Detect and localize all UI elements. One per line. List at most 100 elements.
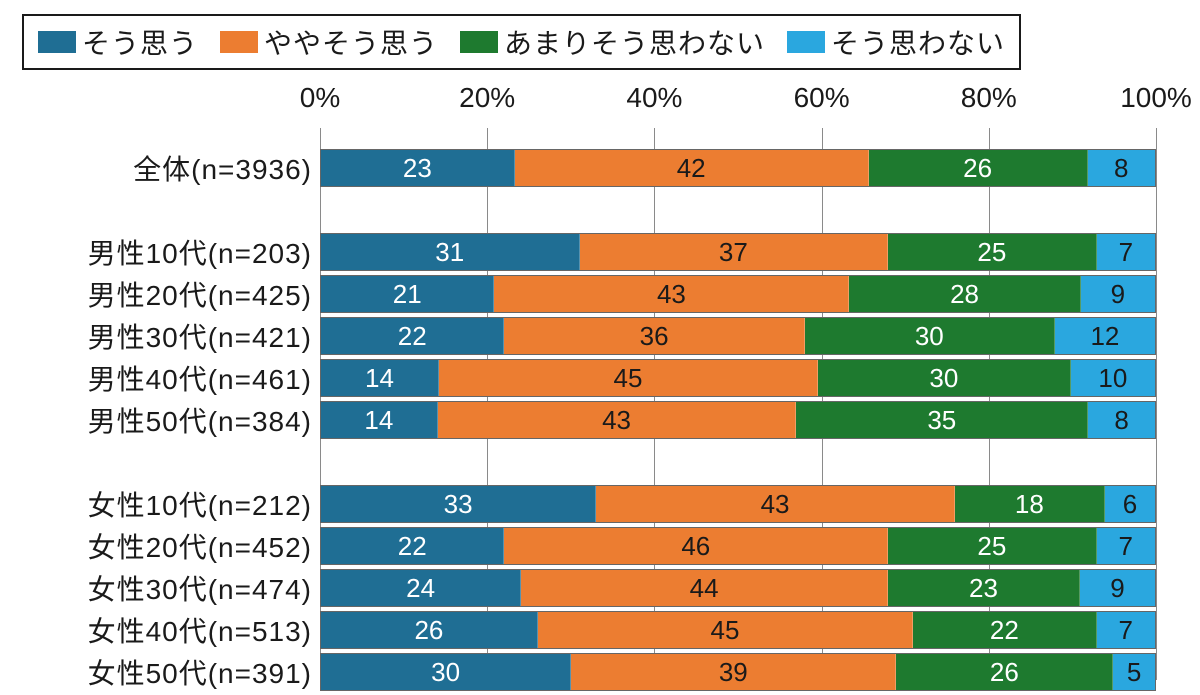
plot-area: 0%20%40%60%80%100% 全体(n=3936)2342268男性10… xyxy=(22,78,1178,688)
chart-row: 男性20代(n=425)2143289 xyxy=(22,274,1156,314)
bar-segment: 10 xyxy=(1071,360,1155,396)
bar-segment: 22 xyxy=(321,528,504,564)
bar-segment: 7 xyxy=(1097,528,1155,564)
stacked-bar-chart: そう思う ややそう思う あまりそう思わない そう思わない 0% 20% 40% 60% 80%… xyxy=(0,0,1200,695)
row-label: 女性10代(n=212) xyxy=(22,484,312,524)
bar-segment: 31 xyxy=(321,234,580,270)
axis-tick-label: 60% xyxy=(794,82,850,114)
bar-segment: 43 xyxy=(494,276,849,312)
bar-segment: 35 xyxy=(796,402,1088,438)
bar-segment: 33 xyxy=(321,486,596,522)
row-label: 男性30代(n=421) xyxy=(22,316,312,356)
bar-segment: 42 xyxy=(515,150,869,186)
row-label: 女性50代(n=391) xyxy=(22,652,312,692)
stacked-bar: 2143289 xyxy=(320,275,1156,313)
chart-row: 女性50代(n=391)3039265 xyxy=(22,652,1156,692)
bar-segment: 23 xyxy=(888,570,1080,606)
legend-swatch xyxy=(220,31,258,53)
row-label: 男性10代(n=203) xyxy=(22,232,312,272)
legend-swatch xyxy=(38,31,76,53)
legend-item: そう思う xyxy=(38,22,198,62)
axis-tick-label: 0% xyxy=(300,82,340,114)
stacked-bar: 2645227 xyxy=(320,611,1156,649)
chart-row: 男性40代(n=461)14453010 xyxy=(22,358,1156,398)
row-label: 男性40代(n=461) xyxy=(22,358,312,398)
chart-row: 女性30代(n=474)2444239 xyxy=(22,568,1156,608)
stacked-bar: 2342268 xyxy=(320,149,1156,187)
chart-row: 女性20代(n=452)2246257 xyxy=(22,526,1156,566)
bar-segment: 25 xyxy=(888,234,1097,270)
bar-segment: 30 xyxy=(818,360,1071,396)
stacked-bar: 3137257 xyxy=(320,233,1156,271)
bar-segment: 22 xyxy=(321,318,504,354)
row-label: 女性40代(n=513) xyxy=(22,610,312,650)
stacked-bar: 1443358 xyxy=(320,401,1156,439)
row-label: 男性50代(n=384) xyxy=(22,400,312,440)
bar-segment: 43 xyxy=(438,402,797,438)
axis-tick-label: 100% xyxy=(1120,82,1192,114)
bar-segment: 39 xyxy=(571,654,896,690)
bar-segment: 12 xyxy=(1055,318,1155,354)
bar-segment: 7 xyxy=(1097,234,1155,270)
bar-segment: 30 xyxy=(321,654,571,690)
bar-segment: 46 xyxy=(504,528,888,564)
bar-segment: 18 xyxy=(955,486,1105,522)
bar-segment: 26 xyxy=(896,654,1113,690)
bar-segment: 5 xyxy=(1113,654,1155,690)
bar-segment: 43 xyxy=(596,486,955,522)
axis-tick-label: 20% xyxy=(459,82,515,114)
chart-row: 女性10代(n=212)3343186 xyxy=(22,484,1156,524)
bar-segment: 9 xyxy=(1081,276,1155,312)
bar-segment: 45 xyxy=(538,612,913,648)
chart-row: 全体(n=3936)2342268 xyxy=(22,148,1156,188)
bar-segment: 25 xyxy=(888,528,1097,564)
grid-line xyxy=(1156,128,1157,680)
bar-segment: 22 xyxy=(913,612,1096,648)
row-label: 男性20代(n=425) xyxy=(22,274,312,314)
legend-item: あまりそう思わない xyxy=(460,22,765,62)
bar-segment: 30 xyxy=(805,318,1055,354)
bar-segment: 37 xyxy=(580,234,889,270)
bar-segment: 9 xyxy=(1080,570,1155,606)
bar-segment: 6 xyxy=(1105,486,1155,522)
rows-container: 全体(n=3936)2342268男性10代(n=203)3137257男性20… xyxy=(22,128,1156,680)
bar-segment: 23 xyxy=(321,150,515,186)
bar-segment: 21 xyxy=(321,276,494,312)
bar-segment: 44 xyxy=(521,570,888,606)
legend-label: そう思わない xyxy=(831,22,1005,62)
bar-segment: 24 xyxy=(321,570,521,606)
legend-label: あまりそう思わない xyxy=(504,22,765,62)
axis-tick-label: 80% xyxy=(961,82,1017,114)
bar-segment: 8 xyxy=(1088,150,1155,186)
bar-segment: 7 xyxy=(1097,612,1155,648)
row-label: 女性20代(n=452) xyxy=(22,526,312,566)
chart-row: 女性40代(n=513)2645227 xyxy=(22,610,1156,650)
bar-segment: 28 xyxy=(849,276,1080,312)
bar-segment: 26 xyxy=(321,612,538,648)
chart-row: 男性10代(n=203)3137257 xyxy=(22,232,1156,272)
stacked-bar: 22363012 xyxy=(320,317,1156,355)
legend-label: そう思う xyxy=(82,22,198,62)
bar-segment: 8 xyxy=(1088,402,1155,438)
chart-row: 男性30代(n=421)22363012 xyxy=(22,316,1156,356)
legend-swatch xyxy=(787,31,825,53)
row-label: 全体(n=3936) xyxy=(22,148,312,188)
axis-tick-label: 40% xyxy=(626,82,682,114)
legend-swatch xyxy=(460,31,498,53)
chart-row: 男性50代(n=384)1443358 xyxy=(22,400,1156,440)
legend-label: ややそう思う xyxy=(264,22,438,62)
legend: そう思う ややそう思う あまりそう思わない そう思わない xyxy=(22,14,1021,70)
bar-segment: 14 xyxy=(321,402,438,438)
bar-segment: 26 xyxy=(869,150,1088,186)
stacked-bar: 14453010 xyxy=(320,359,1156,397)
stacked-bar: 2444239 xyxy=(320,569,1156,607)
stacked-bar: 2246257 xyxy=(320,527,1156,565)
bar-segment: 36 xyxy=(504,318,804,354)
bar-segment: 14 xyxy=(321,360,439,396)
bar-segment: 45 xyxy=(439,360,818,396)
row-label: 女性30代(n=474) xyxy=(22,568,312,608)
stacked-bar: 3343186 xyxy=(320,485,1156,523)
stacked-bar: 3039265 xyxy=(320,653,1156,691)
legend-item: そう思わない xyxy=(787,22,1005,62)
legend-item: ややそう思う xyxy=(220,22,438,62)
